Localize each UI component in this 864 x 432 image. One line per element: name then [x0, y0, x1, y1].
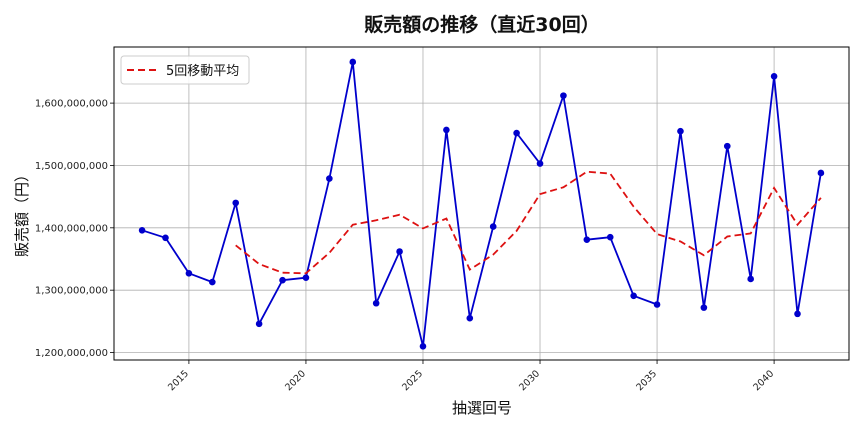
legend-label-moving-average: 5回移動平均	[166, 64, 239, 79]
sales-point	[185, 270, 193, 277]
sales-point	[138, 227, 146, 234]
y-axis-ticks: 1,200,000,000 1,300,000,000 1,400,000,000 1…	[35, 99, 114, 359]
y-tick-label: 1,400,000,000	[35, 223, 108, 234]
plot-frame	[113, 46, 850, 361]
chart-title: 販売額の推移（直近30回）	[364, 13, 599, 36]
sales-point	[536, 160, 544, 167]
y-tick-label: 1,200,000,000	[35, 348, 108, 359]
y-tick-label: 1,300,000,000	[35, 286, 108, 297]
sales-point	[723, 142, 731, 150]
sales-point	[489, 223, 497, 230]
sales-point	[700, 304, 708, 311]
sales-point	[770, 73, 778, 80]
sales-point	[349, 58, 357, 66]
x-axis-label: 抽選回号	[452, 399, 512, 417]
sales-point	[419, 342, 427, 350]
sales-point	[302, 274, 310, 281]
sales-point	[606, 233, 614, 241]
x-tick-label: 2025	[400, 368, 425, 393]
sales-point	[209, 278, 216, 286]
sales-point	[466, 314, 474, 322]
x-tick-label: 2035	[634, 368, 659, 393]
y-tick-label: 1,500,000,000	[35, 161, 108, 172]
sales-point	[817, 169, 825, 177]
sales-point	[653, 301, 661, 308]
sales-point	[794, 310, 801, 318]
y-axis-label: 販売額（円）	[13, 167, 31, 257]
sales-point	[372, 299, 380, 307]
sales-point	[396, 248, 403, 255]
moving-average-line	[235, 170, 822, 275]
legend: 5回移動平均	[120, 55, 250, 85]
legend-box	[120, 55, 250, 85]
grid-lines	[114, 47, 849, 360]
sales-point	[513, 129, 520, 137]
series-layer	[138, 58, 825, 350]
sales-point	[630, 292, 637, 300]
x-tick-label: 2020	[283, 368, 308, 393]
x-tick-label: 2015	[166, 368, 191, 393]
sales-point	[255, 320, 263, 328]
x-tick-label: 2040	[751, 368, 776, 393]
sales-point	[279, 276, 286, 284]
sales-point	[560, 92, 567, 99]
x-tick-label: 2030	[517, 368, 542, 393]
sales-point	[583, 236, 591, 243]
sales-point	[747, 275, 754, 283]
sales-line	[141, 61, 822, 348]
x-axis-ticks: 2015 2020 2025 2030 2035 2040	[166, 360, 776, 393]
y-tick-label: 1,600,000,000	[35, 99, 108, 110]
sales-point	[677, 127, 684, 135]
sales-point	[232, 199, 240, 207]
sales-point	[162, 234, 169, 242]
sales-point	[443, 126, 450, 134]
sales-point	[326, 175, 333, 182]
